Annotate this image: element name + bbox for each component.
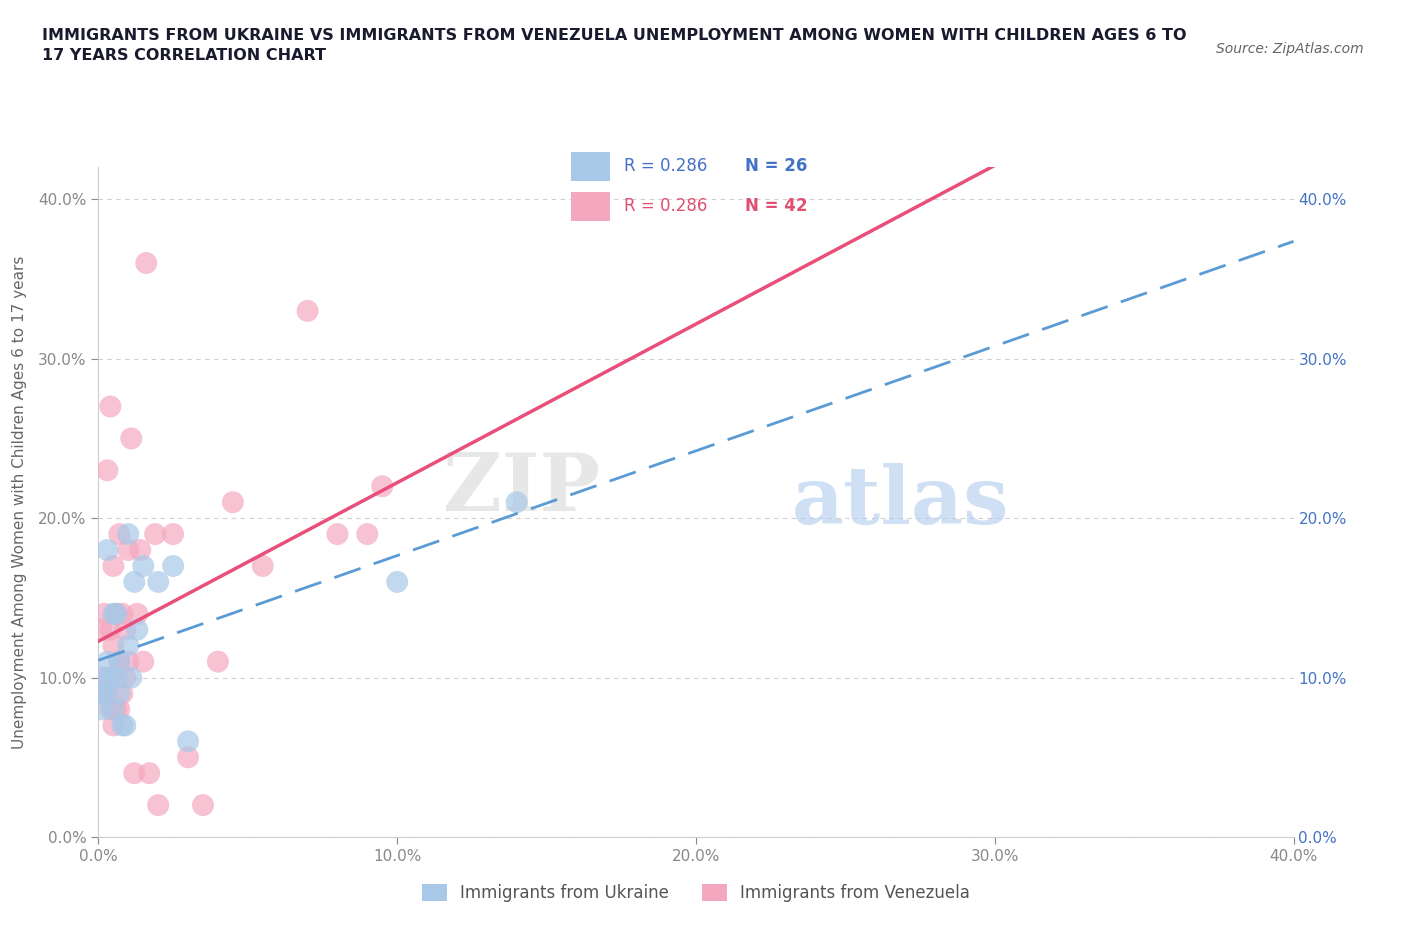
Point — [105, 702, 128, 717]
Point — [356, 526, 378, 541]
Point — [100, 671, 122, 685]
Point — [177, 734, 200, 749]
Point — [114, 671, 136, 685]
Point — [103, 606, 125, 621]
Point — [124, 575, 146, 590]
Point — [90, 686, 112, 701]
Point — [100, 622, 122, 637]
Point — [132, 654, 155, 669]
FancyBboxPatch shape — [571, 192, 610, 221]
Point — [105, 606, 128, 621]
Point — [132, 559, 155, 574]
Text: ZIP: ZIP — [443, 450, 600, 528]
Text: R = 0.286: R = 0.286 — [624, 197, 707, 216]
Point — [222, 495, 245, 510]
Point — [96, 463, 118, 478]
Point — [105, 606, 128, 621]
Text: atlas: atlas — [792, 463, 1010, 541]
Point — [252, 559, 274, 574]
Point — [127, 622, 149, 637]
Point — [326, 526, 349, 541]
Point — [120, 671, 142, 685]
Point — [143, 526, 166, 541]
Point — [100, 399, 122, 414]
FancyBboxPatch shape — [571, 152, 610, 181]
Point — [93, 686, 115, 701]
Point — [103, 702, 125, 717]
Point — [93, 606, 115, 621]
Point — [148, 575, 170, 590]
Point — [90, 671, 112, 685]
Point — [148, 798, 170, 813]
Point — [111, 718, 134, 733]
Point — [108, 526, 131, 541]
Point — [96, 686, 118, 701]
Point — [117, 526, 139, 541]
Text: N = 42: N = 42 — [745, 197, 807, 216]
Point — [129, 542, 152, 557]
Point — [90, 622, 112, 637]
Point — [117, 654, 139, 669]
Point — [162, 526, 184, 541]
Point — [117, 542, 139, 557]
Point — [506, 495, 529, 510]
Text: Source: ZipAtlas.com: Source: ZipAtlas.com — [1216, 42, 1364, 56]
Point — [103, 559, 125, 574]
Point — [105, 671, 128, 685]
Point — [385, 575, 409, 590]
Point — [114, 718, 136, 733]
Text: R = 0.286: R = 0.286 — [624, 157, 707, 176]
Point — [108, 686, 131, 701]
Point — [103, 718, 125, 733]
Point — [127, 606, 149, 621]
Point — [135, 256, 157, 271]
Point — [138, 765, 160, 780]
Point — [124, 765, 146, 780]
Point — [111, 606, 134, 621]
Point — [114, 622, 136, 637]
Point — [96, 542, 118, 557]
Point — [371, 479, 394, 494]
Point — [93, 671, 115, 685]
Point — [108, 654, 131, 669]
Point — [100, 702, 122, 717]
Point — [108, 654, 131, 669]
Text: N = 26: N = 26 — [745, 157, 807, 176]
Point — [90, 686, 112, 701]
Point — [297, 303, 319, 318]
Point — [120, 431, 142, 445]
Point — [177, 750, 200, 764]
Point — [207, 654, 229, 669]
Point — [108, 702, 131, 717]
Y-axis label: Unemployment Among Women with Children Ages 6 to 17 years: Unemployment Among Women with Children A… — [13, 256, 27, 749]
Point — [96, 654, 118, 669]
Point — [117, 638, 139, 653]
Point — [103, 638, 125, 653]
Point — [162, 559, 184, 574]
Point — [90, 702, 112, 717]
Point — [111, 686, 134, 701]
Legend: Immigrants from Ukraine, Immigrants from Venezuela: Immigrants from Ukraine, Immigrants from… — [415, 878, 977, 909]
Point — [191, 798, 214, 813]
Text: IMMIGRANTS FROM UKRAINE VS IMMIGRANTS FROM VENEZUELA UNEMPLOYMENT AMONG WOMEN WI: IMMIGRANTS FROM UKRAINE VS IMMIGRANTS FR… — [42, 28, 1187, 62]
